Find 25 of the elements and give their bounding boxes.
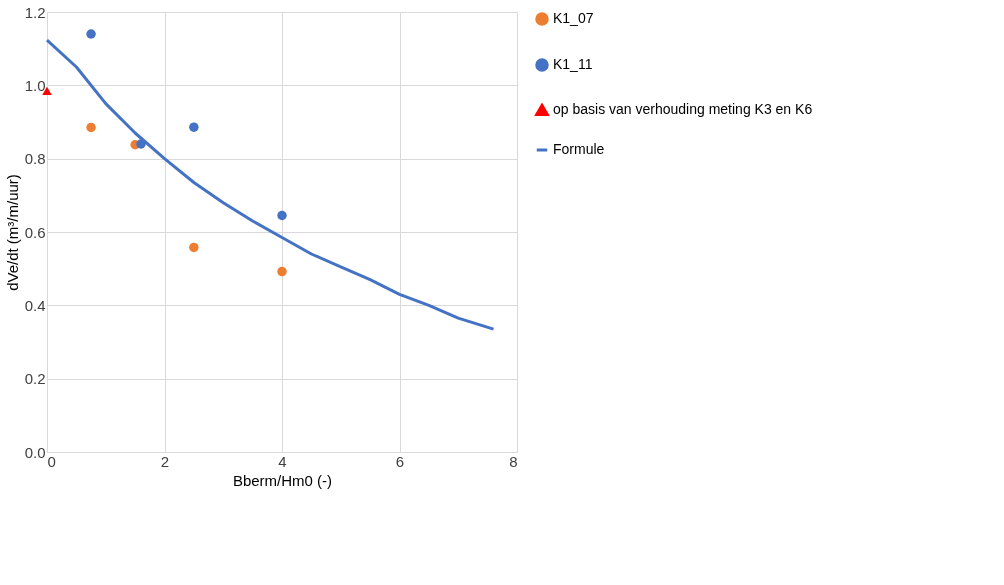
legend-label: Formule xyxy=(553,141,605,157)
point xyxy=(86,29,96,39)
x-tick-label: 6 xyxy=(395,452,405,470)
point xyxy=(277,266,287,277)
x-tick-label: 0 xyxy=(47,452,56,470)
y-axis-title: dVe/dt (m³/m/uur) xyxy=(3,174,21,291)
y-tick-label: 0.6 xyxy=(24,223,46,241)
y-tick-label: 0.0 xyxy=(24,443,46,461)
x-tick-label: 2 xyxy=(160,452,170,470)
x-axis-title: Bberm/Hm0 (-) xyxy=(232,471,333,489)
point xyxy=(86,122,96,133)
y-tick-label: 0.2 xyxy=(24,370,46,388)
y-tick-label: 1.2 xyxy=(24,3,46,21)
legend-label: op basis van verhouding meting K3 en K6 xyxy=(553,101,813,117)
point xyxy=(189,242,199,253)
x-tick-label: 4 xyxy=(278,452,287,470)
legend-label: K1_11 xyxy=(553,56,593,72)
x-tick-label: 8 xyxy=(509,452,518,470)
point xyxy=(189,122,199,132)
point xyxy=(277,210,287,221)
y-tick-label: 0.4 xyxy=(24,296,46,314)
y-tick-label: 1.0 xyxy=(24,76,46,94)
legend-label: K1_07 xyxy=(553,10,594,26)
line-series xyxy=(45,38,495,331)
y-tick-label: 0.8 xyxy=(24,150,46,168)
